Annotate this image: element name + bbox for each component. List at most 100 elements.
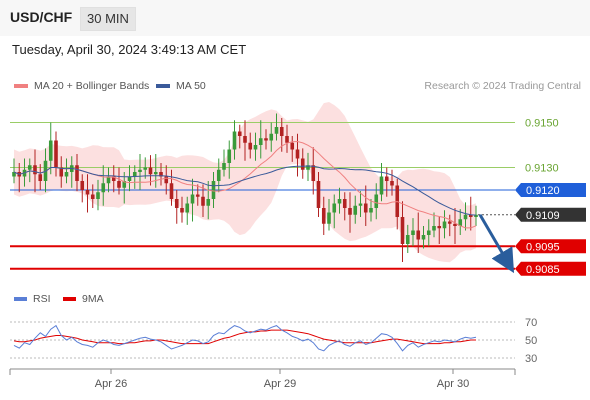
candle[interactable] xyxy=(264,129,268,150)
rsi-legend-swatch xyxy=(14,297,27,301)
candle[interactable] xyxy=(342,192,347,221)
candle[interactable] xyxy=(426,219,431,247)
candle[interactable] xyxy=(190,178,195,222)
candle[interactable] xyxy=(243,120,247,161)
candle[interactable] xyxy=(169,169,174,206)
candle[interactable] xyxy=(253,132,258,161)
candle-body xyxy=(138,169,142,172)
candle[interactable] xyxy=(463,202,468,231)
candle[interactable] xyxy=(101,165,106,206)
candle[interactable] xyxy=(295,133,300,177)
candle[interactable] xyxy=(96,179,100,211)
candle[interactable] xyxy=(285,124,289,153)
candle[interactable] xyxy=(400,201,405,262)
candle[interactable] xyxy=(447,214,452,237)
candle[interactable] xyxy=(80,174,85,203)
candle[interactable] xyxy=(90,184,95,208)
candle[interactable] xyxy=(54,131,58,177)
candle[interactable] xyxy=(148,155,153,186)
candle[interactable] xyxy=(374,183,379,220)
candle-body xyxy=(64,172,69,177)
candle[interactable] xyxy=(164,165,169,195)
candle[interactable] xyxy=(474,205,478,226)
candle[interactable] xyxy=(211,172,216,208)
candle[interactable] xyxy=(437,217,442,244)
candle[interactable] xyxy=(174,190,179,224)
level-0-9085-tag xyxy=(515,261,586,276)
candle[interactable] xyxy=(185,196,190,225)
candle[interactable] xyxy=(33,149,37,193)
candle-body xyxy=(295,149,300,159)
candle[interactable] xyxy=(379,163,384,202)
candle[interactable] xyxy=(85,174,90,213)
timeframe-button[interactable]: 30 MIN xyxy=(80,7,136,31)
candle-body xyxy=(405,235,410,244)
candle[interactable] xyxy=(468,196,473,231)
candle[interactable] xyxy=(132,165,137,189)
candle[interactable] xyxy=(369,199,373,222)
candle[interactable] xyxy=(363,185,368,227)
candle[interactable] xyxy=(432,212,436,238)
candle[interactable] xyxy=(180,196,184,223)
candle-body xyxy=(411,230,415,235)
candle[interactable] xyxy=(127,165,132,192)
candle[interactable] xyxy=(358,191,363,217)
candle[interactable] xyxy=(237,124,242,149)
candle[interactable] xyxy=(248,132,253,159)
candle[interactable] xyxy=(453,208,457,244)
candle[interactable] xyxy=(421,226,426,249)
candle[interactable] xyxy=(12,158,16,184)
candle[interactable] xyxy=(122,172,127,204)
candle[interactable] xyxy=(390,169,394,196)
candle-body xyxy=(80,181,85,190)
candle[interactable] xyxy=(38,164,43,190)
candle[interactable] xyxy=(269,122,274,152)
candle-body xyxy=(248,142,253,150)
ma9-line xyxy=(13,329,476,345)
candle[interactable] xyxy=(138,154,142,190)
candle[interactable] xyxy=(311,147,316,195)
candle[interactable] xyxy=(258,120,263,159)
candle[interactable] xyxy=(201,184,205,217)
candle[interactable] xyxy=(75,154,79,192)
candle[interactable] xyxy=(117,167,121,195)
candle[interactable] xyxy=(316,172,321,217)
candle-body xyxy=(279,127,284,136)
level-0-9120-label: 0.9120 xyxy=(526,185,560,197)
candle[interactable] xyxy=(159,163,163,186)
candle[interactable] xyxy=(321,196,326,235)
candle[interactable] xyxy=(153,154,158,188)
candle[interactable] xyxy=(332,194,337,229)
candle[interactable] xyxy=(143,157,148,179)
candle[interactable] xyxy=(337,187,342,214)
candle[interactable] xyxy=(48,122,53,175)
forecast-arrow xyxy=(478,213,515,274)
candle[interactable] xyxy=(327,199,331,231)
candle[interactable] xyxy=(111,165,116,193)
candle[interactable] xyxy=(64,158,69,184)
candle-body xyxy=(195,194,200,197)
candle[interactable] xyxy=(59,156,64,188)
candle[interactable] xyxy=(222,149,226,177)
candle[interactable] xyxy=(306,152,310,181)
candle[interactable] xyxy=(300,148,305,179)
candle[interactable] xyxy=(227,140,232,179)
candle[interactable] xyxy=(290,136,295,162)
candle[interactable] xyxy=(384,167,389,197)
candle[interactable] xyxy=(274,113,279,141)
candle[interactable] xyxy=(442,210,447,239)
candle[interactable] xyxy=(348,192,352,233)
candle[interactable] xyxy=(411,218,415,247)
candle[interactable] xyxy=(405,224,410,253)
candle[interactable] xyxy=(458,209,463,235)
candle[interactable] xyxy=(353,195,358,224)
candle[interactable] xyxy=(106,167,111,193)
candle[interactable] xyxy=(206,181,211,220)
candle[interactable] xyxy=(195,184,200,206)
candle-body xyxy=(237,131,242,136)
candle[interactable] xyxy=(27,158,32,183)
candle[interactable] xyxy=(232,120,237,160)
candle[interactable] xyxy=(416,212,421,254)
candle[interactable] xyxy=(216,158,221,193)
